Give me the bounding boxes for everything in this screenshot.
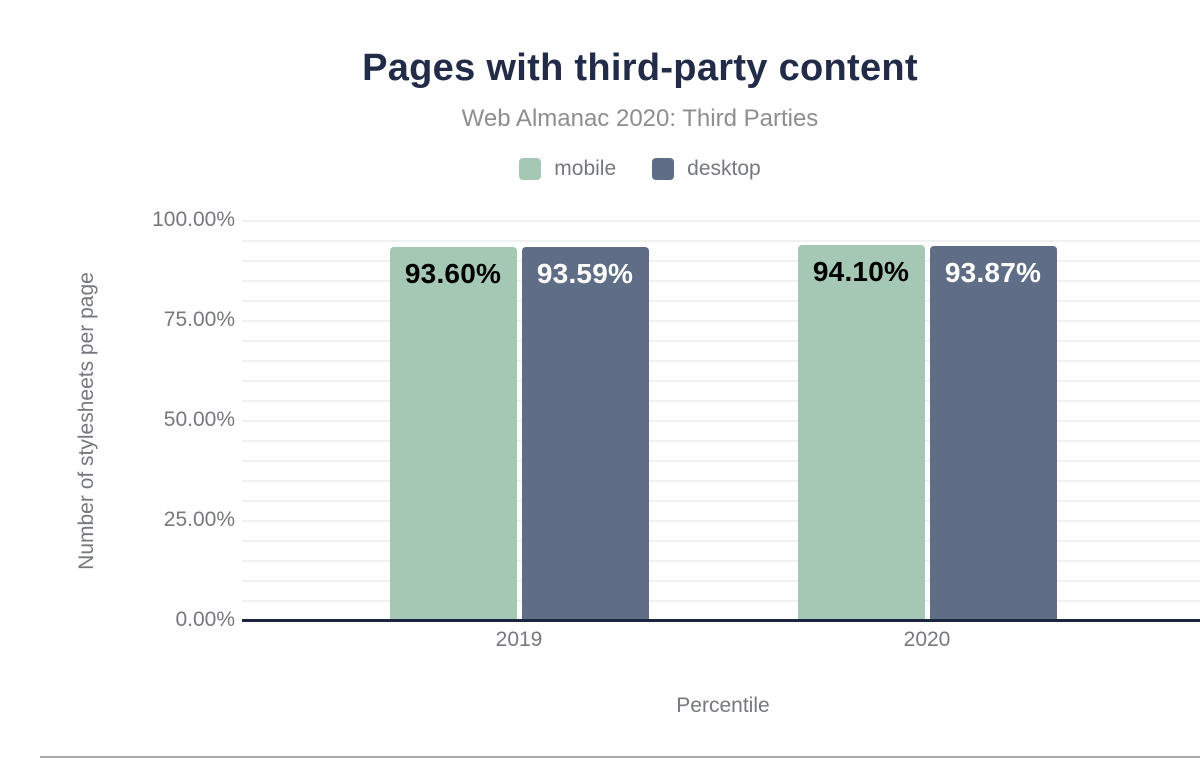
gridline	[242, 380, 1200, 382]
bar-mobile-2019[interactable]: 93.60%	[389, 246, 517, 621]
y-tick-label: 50.00%	[163, 408, 235, 431]
bar-chart-figure: Pages with third-party content Web Alman…	[40, 16, 1200, 758]
gridline	[242, 400, 1200, 402]
legend-swatch-mobile	[519, 158, 542, 180]
gridline	[242, 600, 1200, 602]
bar-value-label: 93.59%	[536, 257, 634, 289]
y-tick-label: 0.00%	[175, 608, 235, 631]
gridline	[242, 520, 1200, 522]
gridline	[242, 340, 1200, 342]
bar-desktop-2020[interactable]: 93.87%	[929, 245, 1057, 621]
gridline	[242, 260, 1200, 262]
gridline	[242, 500, 1200, 502]
y-tick-label: 75.00%	[163, 308, 235, 331]
gridline	[242, 540, 1200, 542]
bar-desktop-2019[interactable]: 93.59%	[521, 246, 649, 621]
y-tick-label: 25.00%	[163, 508, 235, 531]
legend-item-mobile: mobile	[519, 157, 616, 181]
plot-area: 93.60% 93.59% 94.10% 93.87%	[242, 220, 1200, 621]
gridline	[242, 300, 1200, 302]
x-axis-title: Percentile	[676, 694, 770, 717]
legend-item-desktop: desktop	[652, 157, 761, 181]
gridline	[242, 420, 1200, 422]
gridline	[242, 560, 1200, 562]
gridline	[242, 320, 1200, 322]
window-bottom-edge	[40, 756, 1200, 758]
gridline	[242, 220, 1200, 222]
bar-value-label: 94.10%	[812, 255, 910, 287]
chart-subtitle: Web Almanac 2020: Third Parties	[461, 105, 819, 132]
x-axis-line	[242, 619, 1200, 622]
legend-label-mobile: mobile	[554, 157, 617, 180]
gridline	[242, 440, 1200, 442]
gridline	[242, 580, 1200, 582]
gridline	[242, 240, 1200, 242]
chart-title: Pages with third-party content	[362, 47, 918, 89]
gridline	[242, 280, 1200, 282]
gridline	[242, 360, 1200, 362]
y-tick-label: 100.00%	[152, 208, 235, 231]
bar-value-label: 93.87%	[944, 256, 1042, 288]
bar-value-label: 93.60%	[404, 257, 502, 289]
bar-mobile-2020[interactable]: 94.10%	[797, 244, 925, 621]
legend-swatch-desktop	[652, 158, 675, 180]
gridline	[242, 460, 1200, 462]
x-tick-label: 2019	[495, 628, 543, 651]
legend: mobile desktop	[40, 157, 1200, 181]
x-tick-label: 2020	[903, 628, 951, 651]
gridline	[242, 480, 1200, 482]
legend-label-desktop: desktop	[687, 157, 761, 180]
